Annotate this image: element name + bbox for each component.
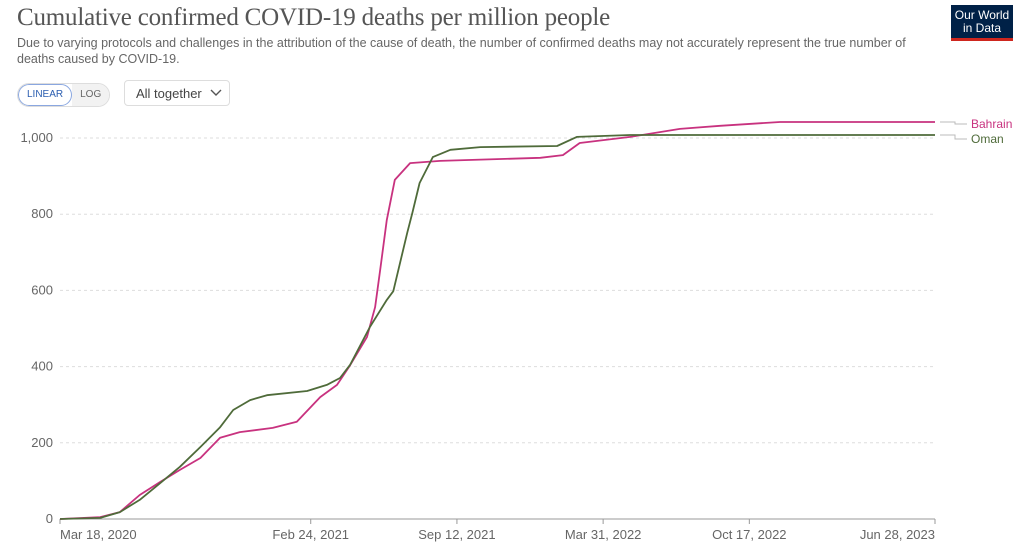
series-line-oman[interactable] [59, 134, 935, 520]
x-tick-label: Feb 24, 2021 [272, 527, 349, 542]
legend-connector [940, 134, 967, 140]
legend-label-oman[interactable]: Oman [971, 132, 1004, 146]
owid-logo[interactable]: Our World in Data [951, 5, 1013, 41]
log-button[interactable]: LOG [72, 84, 110, 106]
y-tick-label: 600 [31, 282, 53, 297]
linear-button[interactable]: LINEAR [18, 84, 73, 106]
legend-label-bahrain[interactable]: Bahrain [971, 117, 1012, 131]
chart-subtitle: Due to varying protocols and challenges … [17, 36, 906, 66]
series-line-bahrain[interactable] [59, 121, 935, 520]
dropdown-label: All together [136, 85, 202, 101]
scale-toggle[interactable]: LINEAR LOG [17, 83, 111, 107]
y-tick-label: 200 [31, 435, 53, 450]
y-tick-label: 0 [46, 511, 53, 526]
x-tick-label: Mar 31, 2022 [565, 527, 642, 542]
chart-title: Cumulative confirmed COVID-19 deaths per… [17, 4, 611, 31]
chevron-down-icon [210, 89, 222, 96]
x-tick-label: Oct 17, 2022 [712, 527, 786, 542]
x-tick-label: Jun 28, 2023 [860, 527, 935, 542]
y-tick-label: 800 [31, 206, 53, 221]
y-tick-label: 400 [31, 359, 53, 374]
x-tick-label: Sep 12, 2021 [418, 527, 495, 542]
x-tick-label: Mar 18, 2020 [60, 527, 137, 542]
legend-connector [940, 121, 967, 125]
y-tick-label: 1,000 [20, 130, 53, 145]
facet-dropdown[interactable]: All together [124, 80, 230, 106]
